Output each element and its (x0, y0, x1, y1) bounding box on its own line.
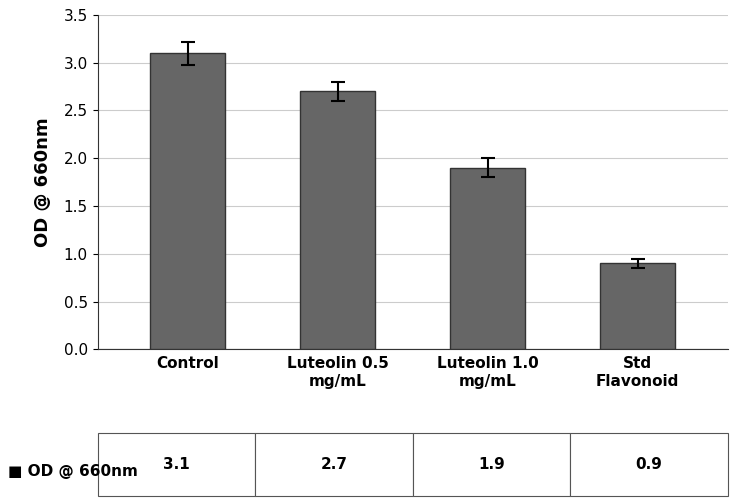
Y-axis label: OD @ 660nm: OD @ 660nm (34, 117, 53, 247)
Bar (300, 91, 375, 349)
Bar (600, 263, 675, 349)
Bar (150, 53, 225, 349)
Bar (450, 168, 525, 349)
Text: ■ OD @ 660nm: ■ OD @ 660nm (8, 464, 137, 479)
